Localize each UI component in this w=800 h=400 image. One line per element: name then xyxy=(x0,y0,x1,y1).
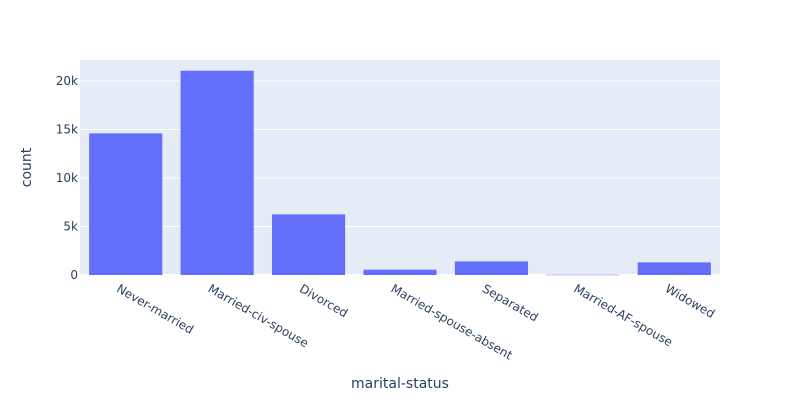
x-tick-label: Separated xyxy=(480,281,541,324)
x-tick-label: Married-AF-spouse xyxy=(571,281,675,349)
bar-never-married[interactable] xyxy=(89,133,163,275)
bar-divorced[interactable] xyxy=(272,214,346,275)
bars xyxy=(89,70,711,276)
y-tick-label: 15k xyxy=(56,122,78,136)
y-axis-ticks: 0 5k 10k 15k 20k xyxy=(56,74,78,282)
y-axis-title: count xyxy=(19,147,35,187)
plot-background xyxy=(80,60,720,275)
x-tick-label: Never-married xyxy=(114,281,196,336)
bar-married-af-spouse[interactable] xyxy=(546,274,620,276)
x-axis-title: marital-status xyxy=(351,376,449,392)
y-tick-label: 0 xyxy=(70,268,78,282)
y-tick-label: 10k xyxy=(56,171,78,185)
bar-married-civ-spouse[interactable] xyxy=(180,70,254,276)
bar-widowed[interactable] xyxy=(637,262,711,275)
x-tick-label: Divorced xyxy=(297,281,350,320)
bar-married-spouse-absent[interactable] xyxy=(363,269,437,275)
x-tick-label: Married-civ-spouse xyxy=(206,281,311,350)
y-tick-label: 5k xyxy=(63,219,78,233)
x-tick-label: Widowed xyxy=(663,281,717,320)
y-tick-label: 20k xyxy=(56,74,78,88)
bar-separated[interactable] xyxy=(454,261,528,275)
